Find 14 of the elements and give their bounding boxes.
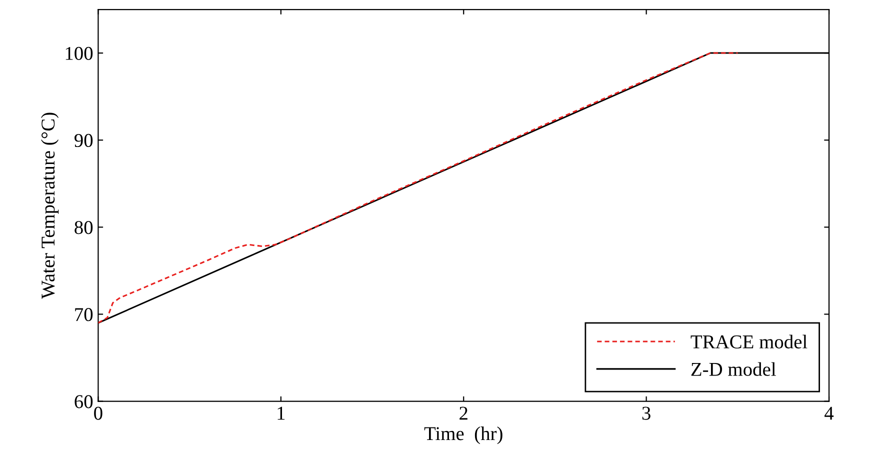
y-tick-label: 70: [75, 308, 93, 322]
x-axis-title: Time (hr): [424, 426, 502, 444]
x-tick-label: 1: [278, 406, 285, 420]
x-tick-label: 0: [94, 406, 102, 420]
legend-label: TRACE model: [690, 334, 808, 348]
x-tick-label: 2: [460, 406, 468, 420]
x-tick-label: 4: [824, 406, 834, 420]
x-tick-label: 3: [642, 406, 650, 420]
y-tick-label: 60: [74, 395, 93, 408]
y-tick-label: 90: [74, 134, 93, 148]
y-axis-title: Water Temperature (°C): [40, 112, 59, 299]
y-tick-label: 80: [74, 220, 93, 234]
y-tick-label: 100: [66, 46, 93, 60]
legend-label: Z-D model: [691, 362, 776, 376]
